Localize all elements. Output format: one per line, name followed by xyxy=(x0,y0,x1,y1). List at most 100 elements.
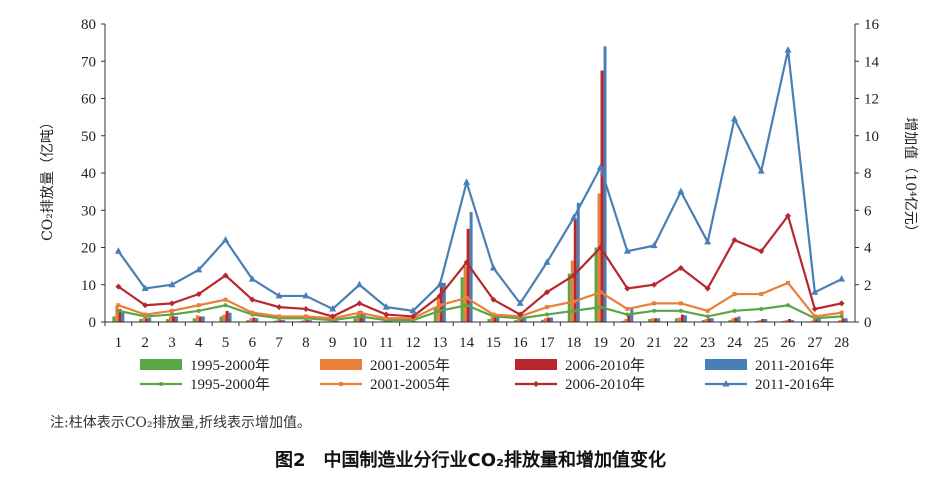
line-point xyxy=(142,302,149,309)
legend-label: 2001-2005年 xyxy=(370,357,450,374)
bar xyxy=(171,316,175,322)
line-point xyxy=(384,316,389,321)
line-point xyxy=(704,285,711,292)
bar xyxy=(567,273,571,322)
line-point xyxy=(571,299,576,304)
left-tick-label: 10 xyxy=(81,278,96,294)
x-tick-label: 2 xyxy=(141,335,149,351)
bar xyxy=(841,318,845,322)
line-point xyxy=(570,272,577,279)
line-point xyxy=(436,280,444,288)
bar xyxy=(302,320,306,322)
line-point xyxy=(168,300,175,307)
x-tick-label: 5 xyxy=(222,335,230,351)
line-point xyxy=(168,280,176,288)
line-point xyxy=(410,313,417,320)
bar xyxy=(201,316,205,322)
bar xyxy=(195,315,199,322)
line-point xyxy=(169,312,174,317)
bar xyxy=(549,317,553,322)
series-line xyxy=(117,213,842,318)
line-point xyxy=(382,303,390,310)
line-point xyxy=(357,314,362,319)
bar xyxy=(573,219,577,322)
line-point xyxy=(838,275,846,282)
bar xyxy=(600,70,604,322)
left-tick-label: 70 xyxy=(81,54,96,70)
line-point xyxy=(839,314,844,319)
line-point xyxy=(436,292,443,299)
line-point xyxy=(705,314,710,319)
line-point xyxy=(409,306,417,314)
line-point xyxy=(302,305,309,312)
bar xyxy=(436,295,440,322)
line-point xyxy=(169,308,174,313)
x-tick-label: 28 xyxy=(834,335,849,351)
left-axis-title: CO₂排放量（亿吨） xyxy=(40,115,56,241)
bar xyxy=(791,320,795,322)
left-tick-label: 20 xyxy=(81,241,96,257)
bar xyxy=(305,320,309,322)
line-point xyxy=(598,290,603,295)
bar xyxy=(624,319,628,322)
line-point xyxy=(758,248,765,255)
right-tick-label: 0 xyxy=(864,315,872,331)
bar xyxy=(838,320,842,322)
legend-label: 2011-2016年 xyxy=(755,376,834,393)
x-tick-label: 25 xyxy=(754,335,769,351)
bar xyxy=(517,318,521,322)
bar xyxy=(648,319,652,322)
bar xyxy=(788,319,792,322)
right-tick-label: 14 xyxy=(864,54,880,70)
bar xyxy=(139,319,143,322)
bar xyxy=(520,317,524,322)
x-tick-label: 23 xyxy=(700,335,715,351)
line-point xyxy=(195,265,203,273)
bar xyxy=(121,310,125,322)
legend-label: 2006-2010年 xyxy=(565,357,645,374)
bar xyxy=(594,247,598,322)
right-tick-label: 4 xyxy=(864,241,872,257)
line-point xyxy=(732,308,737,313)
line-point xyxy=(275,291,283,299)
line-point xyxy=(116,308,121,313)
bar xyxy=(353,318,357,322)
bar xyxy=(630,308,634,322)
bar xyxy=(335,320,339,322)
x-tick-label: 24 xyxy=(727,335,743,351)
line-point xyxy=(730,114,738,122)
line-point xyxy=(143,312,148,317)
line-point xyxy=(704,237,712,245)
line-point xyxy=(544,305,549,310)
x-tick-label: 12 xyxy=(406,335,421,351)
line-point xyxy=(811,305,818,312)
line-point xyxy=(491,312,496,317)
line-point xyxy=(570,213,578,221)
legend-swatch-bar xyxy=(140,359,182,370)
bar xyxy=(680,314,684,322)
legend-swatch-bar xyxy=(515,359,557,370)
bar xyxy=(279,320,283,322)
bar xyxy=(174,316,178,322)
x-tick-label: 7 xyxy=(275,335,283,351)
line-point xyxy=(339,382,343,386)
bar xyxy=(707,318,711,322)
line-point xyxy=(624,285,631,292)
bar xyxy=(252,317,256,322)
left-tick-label: 0 xyxy=(89,315,97,331)
bar xyxy=(651,318,655,322)
line-point xyxy=(464,295,469,300)
bar xyxy=(222,314,226,322)
bar xyxy=(654,318,658,322)
legend-label: 1995-2000年 xyxy=(190,357,270,374)
bar xyxy=(389,320,393,322)
bar xyxy=(674,318,678,322)
line-point xyxy=(437,308,442,313)
line-point xyxy=(597,163,605,170)
line-point xyxy=(463,178,471,185)
line-point xyxy=(731,237,738,244)
line-point xyxy=(383,311,390,318)
line-point xyxy=(329,304,337,312)
line-point xyxy=(517,311,524,318)
x-tick-label: 17 xyxy=(539,335,555,351)
